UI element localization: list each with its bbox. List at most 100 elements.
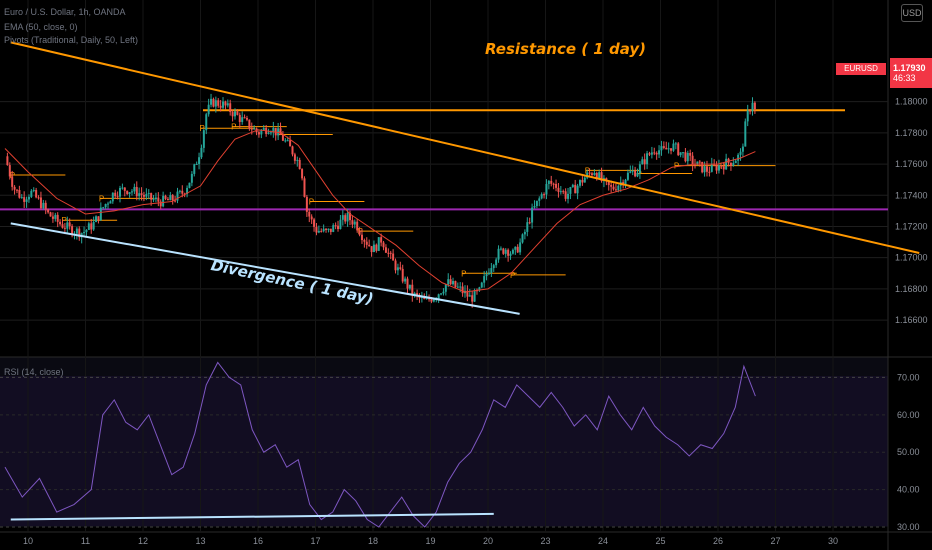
candle-body (346, 213, 349, 222)
candle-body (698, 161, 701, 163)
rsi-divergence-line (10, 512, 494, 521)
candle-body (51, 216, 54, 219)
time-tick-label: 24 (598, 536, 608, 546)
candle-body (90, 223, 93, 230)
candle-body (631, 170, 634, 172)
candle-body (550, 180, 553, 184)
candle-body (543, 194, 546, 196)
candle-body (638, 164, 641, 173)
pivot-label: P (99, 194, 104, 203)
candle-body (274, 127, 277, 136)
candle-body (588, 172, 591, 174)
time-tick-label: 25 (655, 536, 665, 546)
candle-body (485, 274, 488, 277)
candle-body (142, 194, 145, 197)
candle-body (614, 189, 617, 191)
candle-body (154, 197, 157, 200)
candle-body (229, 103, 232, 113)
candle-body (533, 206, 536, 208)
candle-body (564, 191, 567, 199)
candle-body (267, 132, 270, 134)
candle-body (61, 224, 64, 228)
candle-body (198, 157, 201, 164)
candle-body (298, 159, 301, 170)
candle-body (682, 152, 685, 154)
candle-body (325, 228, 328, 230)
candle-body (190, 173, 193, 183)
candle-body (384, 247, 387, 253)
time-tick-label: 23 (540, 536, 550, 546)
candle-body (547, 180, 550, 184)
candle-body (567, 193, 570, 199)
candle-body (696, 161, 699, 165)
candle-body (363, 240, 366, 242)
candle-body (248, 119, 251, 129)
candle-body (729, 162, 732, 166)
candle-body (272, 127, 275, 133)
candle-body (461, 286, 464, 294)
candle-body (310, 216, 313, 220)
candle-body (214, 100, 217, 107)
candle-body (75, 228, 78, 234)
candle-body (677, 143, 680, 156)
candle-body (751, 102, 754, 112)
candle-body (408, 284, 411, 289)
candle-body (629, 171, 632, 173)
candle-body (11, 176, 14, 187)
candle-body (301, 169, 304, 179)
pivots-legend[interactable]: Pivots (Traditional, Daily, 50, Left) (4, 35, 139, 45)
symbol-legend[interactable]: Euro / U.S. Dollar, 1h, OANDA (4, 7, 126, 17)
candle-body (749, 110, 752, 112)
candle-body (42, 202, 45, 209)
candle-body (406, 278, 409, 289)
candle-body (37, 197, 40, 199)
candle-body (722, 166, 725, 170)
ema-legend[interactable]: EMA (50, close, 0) (4, 22, 78, 32)
candle-body (655, 152, 658, 155)
candle-body (368, 244, 371, 247)
candle-body (459, 286, 462, 288)
candle-body (468, 295, 471, 297)
candle-body (193, 164, 196, 174)
candle-body (119, 187, 121, 197)
candle-body (380, 237, 383, 243)
indicator-lines (4, 41, 920, 528)
candle-body (236, 111, 239, 115)
candle-body (313, 219, 316, 227)
rsi-tick-label: 70.00 (897, 372, 920, 382)
rsi-legend[interactable]: RSI (14, close) (4, 367, 64, 377)
time-tick-label: 13 (195, 536, 205, 546)
candle-body (471, 295, 474, 302)
candle-body (150, 193, 153, 200)
candle-body (147, 193, 150, 195)
candle-body (579, 180, 581, 186)
price-tick-label: 1.17600 (895, 159, 928, 169)
candle-body (322, 228, 325, 232)
candle-body (39, 197, 42, 209)
candle-body (396, 267, 399, 271)
candle-body (569, 187, 572, 194)
time-tick-label: 10 (23, 536, 33, 546)
candle-body (744, 121, 747, 147)
price-tick-label: 1.16800 (895, 284, 928, 294)
currency-button[interactable]: USD (901, 4, 923, 22)
candle-body (641, 159, 644, 165)
candle-body (121, 187, 124, 189)
candle-body (617, 185, 620, 191)
candle-body (679, 152, 682, 156)
resistance-annotation: Resistance ( 1 day) (485, 40, 647, 58)
candle-body (531, 207, 534, 223)
candle-body (389, 252, 392, 254)
candle-body (329, 228, 332, 232)
candle-body (437, 294, 440, 299)
candle-body (540, 194, 543, 199)
candle-body (717, 165, 720, 171)
candle-body (646, 153, 649, 165)
candle-body (710, 163, 713, 172)
candle-body (535, 200, 538, 207)
candle-body (545, 183, 548, 195)
candle-body (411, 284, 414, 296)
candle-body (135, 186, 138, 197)
candle-body (511, 249, 514, 254)
time-tick-label: 18 (368, 536, 378, 546)
